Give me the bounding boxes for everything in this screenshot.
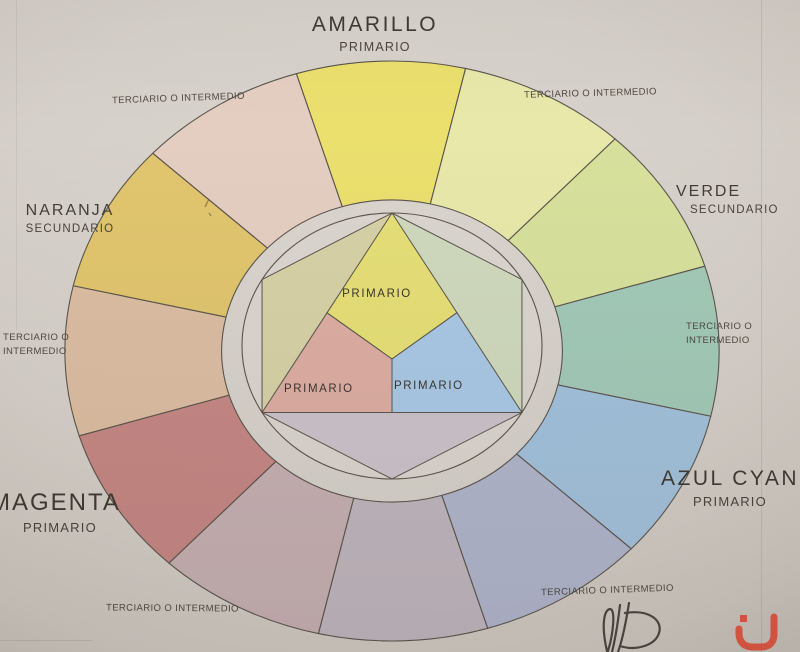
watermark-logo-icon: [735, 613, 778, 651]
naranja-name: NARANJA: [25, 202, 115, 219]
hexagon-outline: [262, 213, 522, 479]
amarillo-name: AMARILLO: [311, 13, 439, 36]
pen-signature: [602, 601, 661, 652]
wash-violet-mix: [262, 412, 522, 479]
label-amarillo: AMARILLO PRIMARIO: [285, 13, 465, 54]
signature-stroke: [602, 607, 615, 652]
label-terciario-left: TERCIARIO O INTERMEDIO: [3, 331, 69, 359]
terciario-left-line1: TERCIARIO O: [3, 332, 70, 343]
label-primario-cyan-inner: PRIMARIO: [394, 380, 464, 392]
verde-category: SECUNDARIO: [690, 204, 779, 216]
signature-stroke: [616, 601, 631, 652]
watermark-dot: [740, 615, 747, 622]
label-magenta: MAGENTA PRIMARIO: [0, 489, 121, 535]
stray-pencil-marks: [204, 198, 212, 217]
verde-name: VERDE: [676, 183, 742, 200]
wheel-group: [65, 61, 719, 641]
terciario-left-line2: INTERMEDIO: [3, 346, 67, 357]
label-primario-magenta-inner: PRIMARIO: [284, 383, 354, 395]
label-terciario-right: TERCIARIO O INTERMEDIO: [686, 320, 752, 348]
watermark-bowl: [735, 613, 778, 651]
azul-cyan-category: PRIMARIO: [693, 494, 767, 509]
pencil-mark: [204, 198, 210, 208]
label-naranja: NARANJA SECUNDARIO: [16, 202, 124, 235]
triangle-primario-cyan: [392, 313, 522, 413]
naranja-category: SECUNDARIO: [25, 223, 115, 235]
signature-stroke: [610, 603, 622, 652]
label-azul-cyan: AZUL CYAN PRIMARIO: [656, 467, 800, 509]
label-verde: VERDE SECUNDARIO: [676, 183, 779, 216]
wheel-segment-naranja-amarillo: [153, 74, 342, 248]
magenta-name: MAGENTA: [0, 489, 121, 516]
amarillo-category: PRIMARIO: [339, 40, 411, 54]
magenta-category: PRIMARIO: [23, 520, 97, 535]
pencil-mark: [208, 212, 212, 217]
terciario-right-line1: TERCIARIO O: [686, 321, 753, 332]
signature-stroke: [618, 611, 661, 650]
terciario-right-line2: INTERMEDIO: [686, 335, 750, 346]
azul-cyan-name: AZUL CYAN: [660, 467, 800, 490]
label-primario-amarillo-inner: PRIMARIO: [342, 288, 412, 300]
